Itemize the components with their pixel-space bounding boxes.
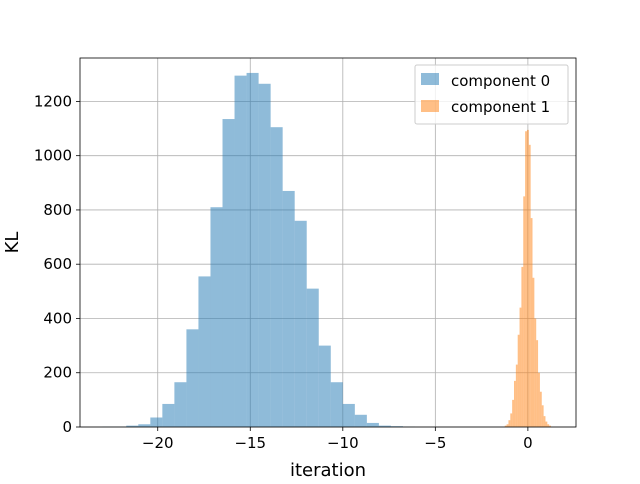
x-tick-label: −20: [142, 434, 174, 452]
x-axis-label: iteration: [290, 460, 366, 480]
histogram-bar-component-0: [307, 289, 319, 427]
histogram-bar-component-0: [367, 423, 379, 427]
legend-label-component-1: component 1: [451, 98, 550, 116]
histogram-bar-component-1: [516, 365, 518, 427]
legend-swatch-component-1: [421, 100, 439, 112]
histogram-bar-component-0: [331, 382, 343, 427]
y-tick-label: 600: [43, 255, 72, 273]
y-tick-label: 800: [43, 201, 72, 219]
histogram-bar-component-0: [150, 418, 162, 427]
x-tick-label: 0: [523, 434, 533, 452]
histogram-bar-component-1: [542, 405, 544, 427]
histogram-bar-component-0: [235, 76, 247, 427]
histogram-bar-component-0: [174, 382, 186, 427]
histogram-bar-component-1: [544, 416, 546, 427]
histogram-bar-component-1: [507, 424, 509, 427]
x-tick-label: −10: [327, 434, 359, 452]
histogram-bar-component-0: [247, 73, 259, 427]
histogram-bar-component-1: [525, 131, 527, 427]
histogram-bar-component-1: [520, 308, 522, 427]
histogram-bar-component-1: [547, 424, 549, 427]
histogram-bar-component-1: [523, 196, 525, 427]
legend-label-component-0: component 0: [451, 72, 550, 90]
histogram-bar-component-1: [536, 340, 538, 427]
histogram-bar-component-0: [223, 119, 235, 427]
x-tick-label: −15: [234, 434, 266, 452]
legend: component 0 component 1: [415, 65, 568, 124]
histogram-bar-component-0: [271, 127, 283, 427]
histogram-bar-component-0: [210, 207, 222, 427]
histogram-bar-component-1: [512, 400, 514, 427]
histogram-bar-component-1: [527, 130, 529, 427]
histogram-bar-component-0: [162, 404, 174, 427]
x-tick-label: −5: [424, 434, 446, 452]
histogram-bar-component-1: [510, 413, 512, 427]
histogram-bar-component-0: [319, 346, 331, 427]
y-tick-label: 1200: [34, 92, 72, 110]
histogram-bar-component-1: [538, 373, 540, 427]
histogram-bar-component-0: [283, 191, 295, 427]
histogram-bar-component-1: [534, 318, 536, 427]
histogram-bar-component-1: [514, 381, 516, 427]
y-tick-label: 0: [62, 418, 72, 436]
histogram-bar-component-0: [259, 84, 271, 427]
y-axis-label: KL: [2, 232, 23, 254]
histogram-bar-component-1: [540, 392, 542, 427]
histogram-bar-component-1: [508, 420, 510, 427]
y-tick-label: 400: [43, 309, 72, 327]
histogram-bar-component-1: [531, 218, 533, 427]
histogram-bar-component-0: [186, 329, 198, 427]
histogram-bar-component-0: [355, 415, 367, 427]
histogram-bar-component-0: [138, 424, 150, 427]
histogram-bar-component-1: [518, 335, 520, 427]
histogram-bar-component-0: [343, 404, 355, 427]
histogram-bar-component-1: [529, 145, 531, 427]
histogram-bar-component-0: [198, 276, 210, 427]
histogram-bar-component-1: [545, 422, 547, 427]
histogram-bar-component-0: [295, 221, 307, 427]
legend-swatch-component-0: [421, 73, 439, 85]
y-tick-label: 1000: [34, 147, 72, 165]
histogram-bar-component-1: [521, 267, 523, 427]
y-tick-label: 200: [43, 364, 72, 382]
histogram-bar-component-1: [533, 278, 535, 427]
